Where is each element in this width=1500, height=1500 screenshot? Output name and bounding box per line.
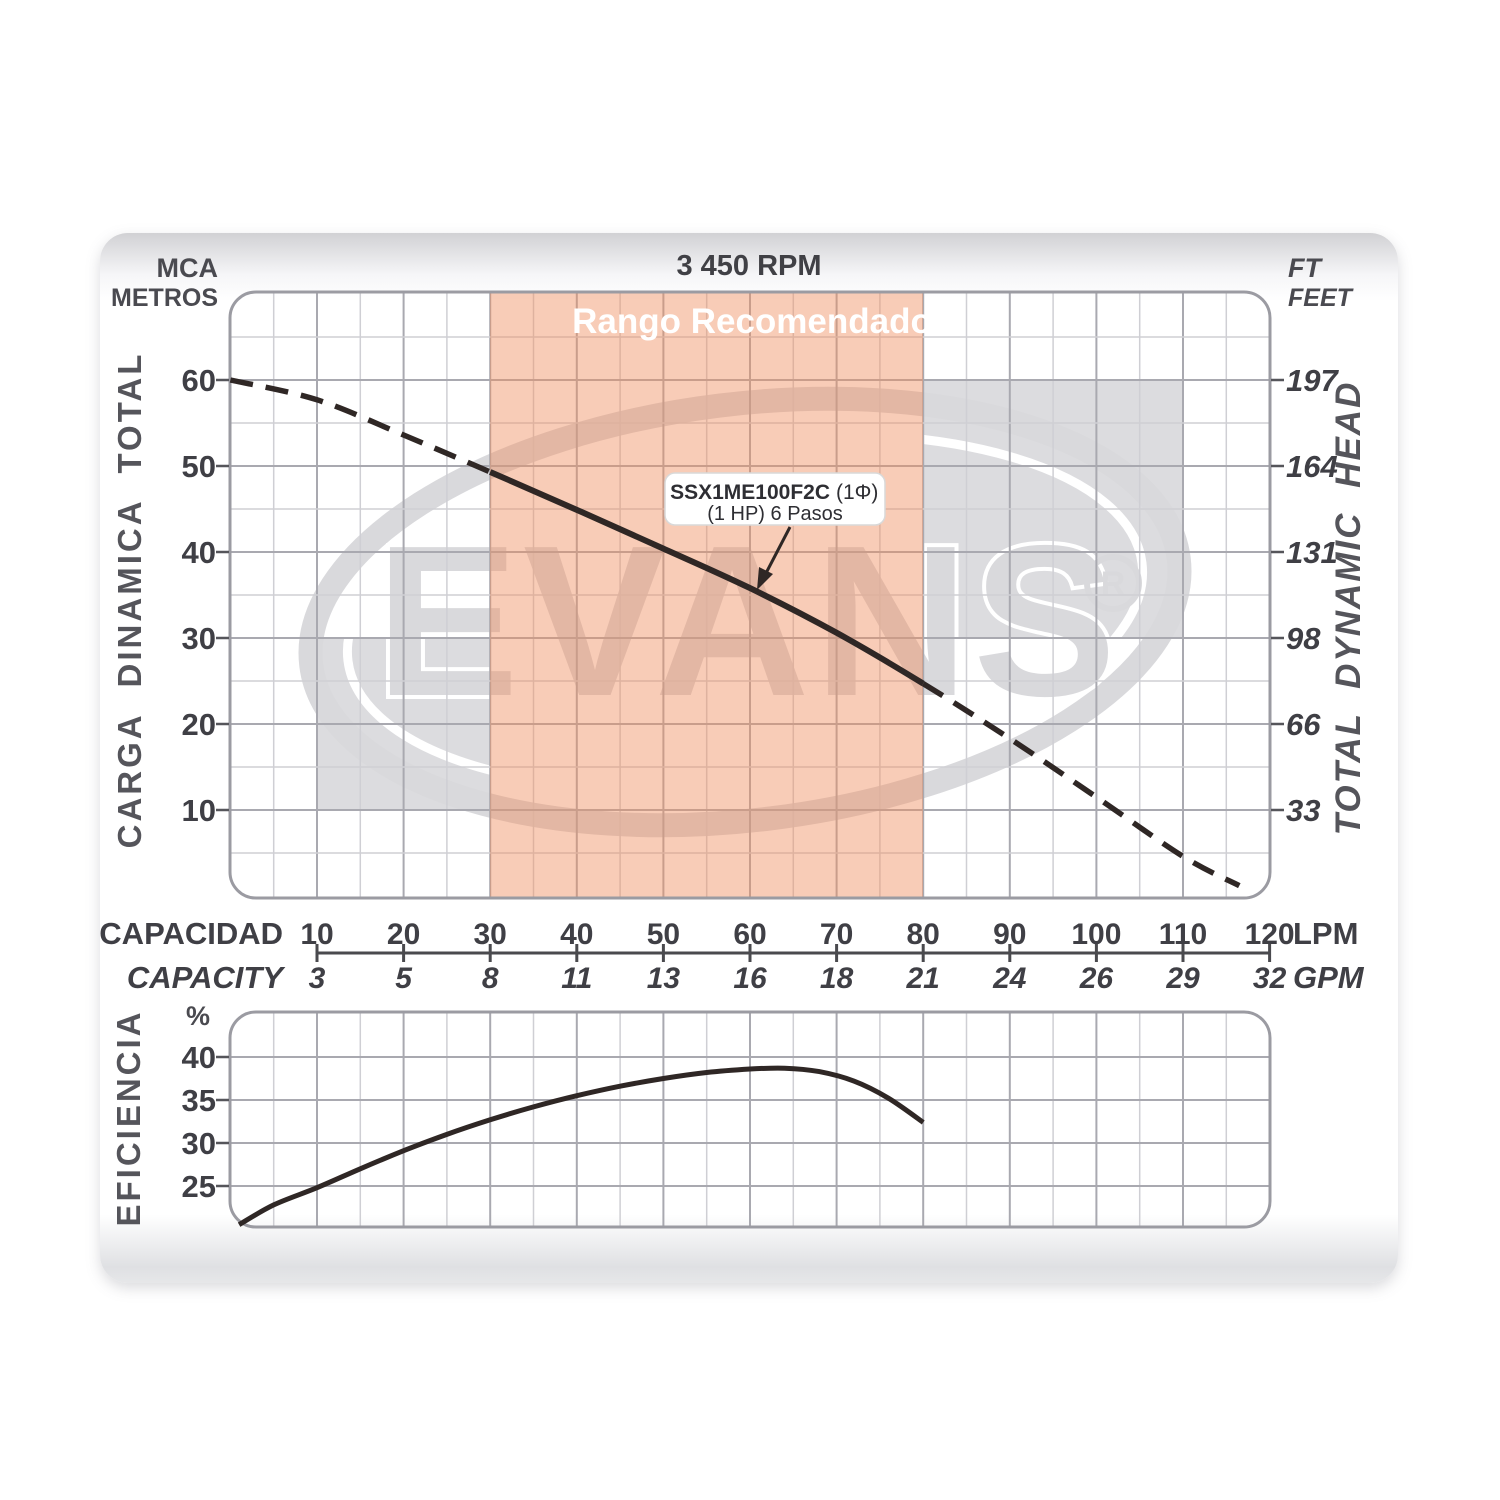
callout-arrowhead-icon: [757, 567, 773, 590]
gpm-tick-label: 32: [1253, 962, 1287, 995]
right-tick-label: 197: [1286, 363, 1339, 398]
left-tick-label: 10: [182, 793, 216, 828]
right-tick-label: 66: [1286, 707, 1321, 742]
right-axis-unit-feet: FEET: [1288, 284, 1355, 312]
watermark-outer-ring-icon: [298, 386, 1192, 838]
efficiency-tick-label: 25: [182, 1169, 216, 1204]
efficiency-chart-border: [228, 1010, 1272, 1229]
efficiency-tick-label: 40: [182, 1040, 216, 1075]
head-chart-border: [228, 290, 1272, 900]
gpm-tick-label: 11: [561, 962, 592, 995]
curve-label-callout: SSX1ME100F2C (1Φ) (1 HP) 6 Pasos: [664, 472, 886, 590]
gpm-tick-label: 18: [820, 962, 854, 995]
curve-label-box: [664, 472, 886, 526]
left-axis-unit-metros: METROS: [111, 284, 218, 312]
capacity-unit-gpm: GPM: [1293, 960, 1365, 995]
capacity-gpm-tick-labels: 3 5 8 11 13 16 18 21 24 26 29 32: [309, 962, 1287, 995]
evans-watermark: EVANS R: [298, 386, 1192, 838]
left-tick-label: 60: [182, 363, 216, 398]
capacity-axis-tick-marks: [315, 944, 1272, 962]
recommended-range-band: [490, 292, 923, 898]
efficiency-tick-label: 30: [182, 1126, 216, 1161]
right-tick-label: 98: [1286, 621, 1321, 656]
gpm-tick-label: 29: [1165, 962, 1200, 995]
efficiency-chart-gridlines: [230, 1012, 1270, 1227]
chart-title-rpm: 3 450 RPM: [676, 250, 821, 282]
capacity-lpm-tick-labels: 10 20 30 40 50 60 70 80 90 100 110 120: [300, 918, 1294, 951]
right-axis-title: TOTAL DYNAMIC HEAD: [1329, 381, 1368, 836]
gpm-tick-label: 8: [482, 962, 499, 995]
right-axis-unit-ft: FT: [1288, 253, 1323, 283]
left-tick-label: 20: [182, 707, 216, 742]
head-curve-solid: [489, 469, 925, 687]
left-tick-label: 30: [182, 621, 216, 656]
watermark-inner-ring-icon: [342, 429, 1148, 795]
efficiency-tick-labels: 40 35 30 25: [182, 1040, 216, 1204]
right-tick-label: 131: [1286, 535, 1338, 570]
pump-phase-label: (1Φ): [836, 481, 878, 504]
left-axis-tick-labels: 60 50 40 30 20 10: [182, 363, 216, 828]
callout-arrow-line: [762, 526, 792, 578]
capacity-label-es: CAPACIDAD: [99, 916, 283, 951]
left-tick-label: 50: [182, 449, 216, 484]
right-tick-label: 164: [1286, 449, 1338, 484]
head-curve-dashed-left: [229, 377, 492, 475]
right-tick-label: 33: [1286, 793, 1320, 828]
pump-curves: [229, 377, 1241, 1227]
axis-edge-ticks: [216, 378, 1284, 1188]
pump-model-label: SSX1ME100F2C: [670, 481, 830, 504]
gpm-tick-label: 3: [309, 962, 326, 995]
gpm-tick-label: 5: [395, 962, 413, 995]
gpm-tick-label: 24: [992, 962, 1027, 995]
left-axis-title: CARGA DINAMICA TOTAL: [111, 352, 148, 849]
left-axis-unit-mca: MCA: [157, 253, 219, 283]
efficiency-axis-title: EFICIENCIA: [110, 1009, 147, 1226]
gpm-tick-label: 21: [906, 962, 940, 995]
gpm-tick-label: 13: [647, 962, 681, 995]
efficiency-tick-label: 35: [182, 1083, 216, 1118]
registered-mark-letter: R: [1101, 565, 1126, 603]
left-tick-label: 40: [182, 535, 216, 570]
gpm-tick-label: 16: [733, 962, 767, 995]
right-axis-tick-labels: 197 164 131 98 66 33: [1286, 363, 1339, 828]
recommended-range-label: Rango Recomendado: [572, 302, 932, 341]
gpm-tick-label: 26: [1079, 962, 1114, 995]
capacity-unit-lpm: LPM: [1293, 916, 1358, 951]
capacity-label-en: CAPACITY: [127, 960, 286, 995]
head-chart-gridlines: [230, 292, 1270, 898]
head-curve-dashed-right: [921, 681, 1241, 889]
watermark-text: EVANS: [376, 500, 1121, 741]
efficiency-unit-percent: %: [186, 1001, 210, 1031]
efficiency-curve: [237, 1065, 925, 1227]
pump-hp-stages-label: (1 HP) 6 Pasos: [707, 503, 843, 525]
